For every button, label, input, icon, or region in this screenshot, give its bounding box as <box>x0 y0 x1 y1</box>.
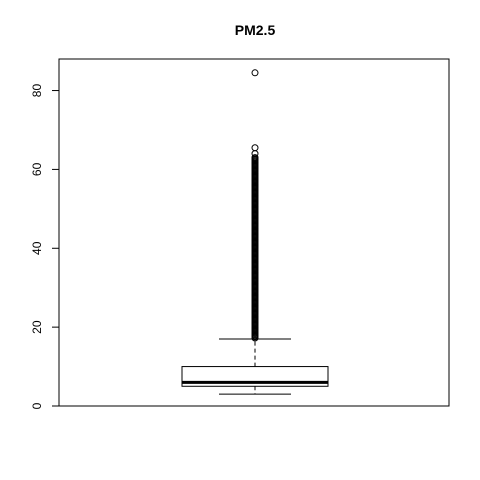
chart-title: PM2.5 <box>235 22 276 38</box>
outlier-layer <box>251 69 259 342</box>
outlier-point <box>251 69 259 77</box>
y-tick-label: 60 <box>30 162 44 176</box>
box-layer <box>181 338 329 395</box>
outlier-point <box>251 334 259 342</box>
y-tick-label: 80 <box>30 84 44 98</box>
y-tick-label: 0 <box>30 402 44 409</box>
y-tick-label: 40 <box>30 241 44 255</box>
y-axis: 0 20 40 60 80 <box>30 84 60 409</box>
y-tick-label: 20 <box>30 320 44 334</box>
outlier-point <box>251 144 259 152</box>
